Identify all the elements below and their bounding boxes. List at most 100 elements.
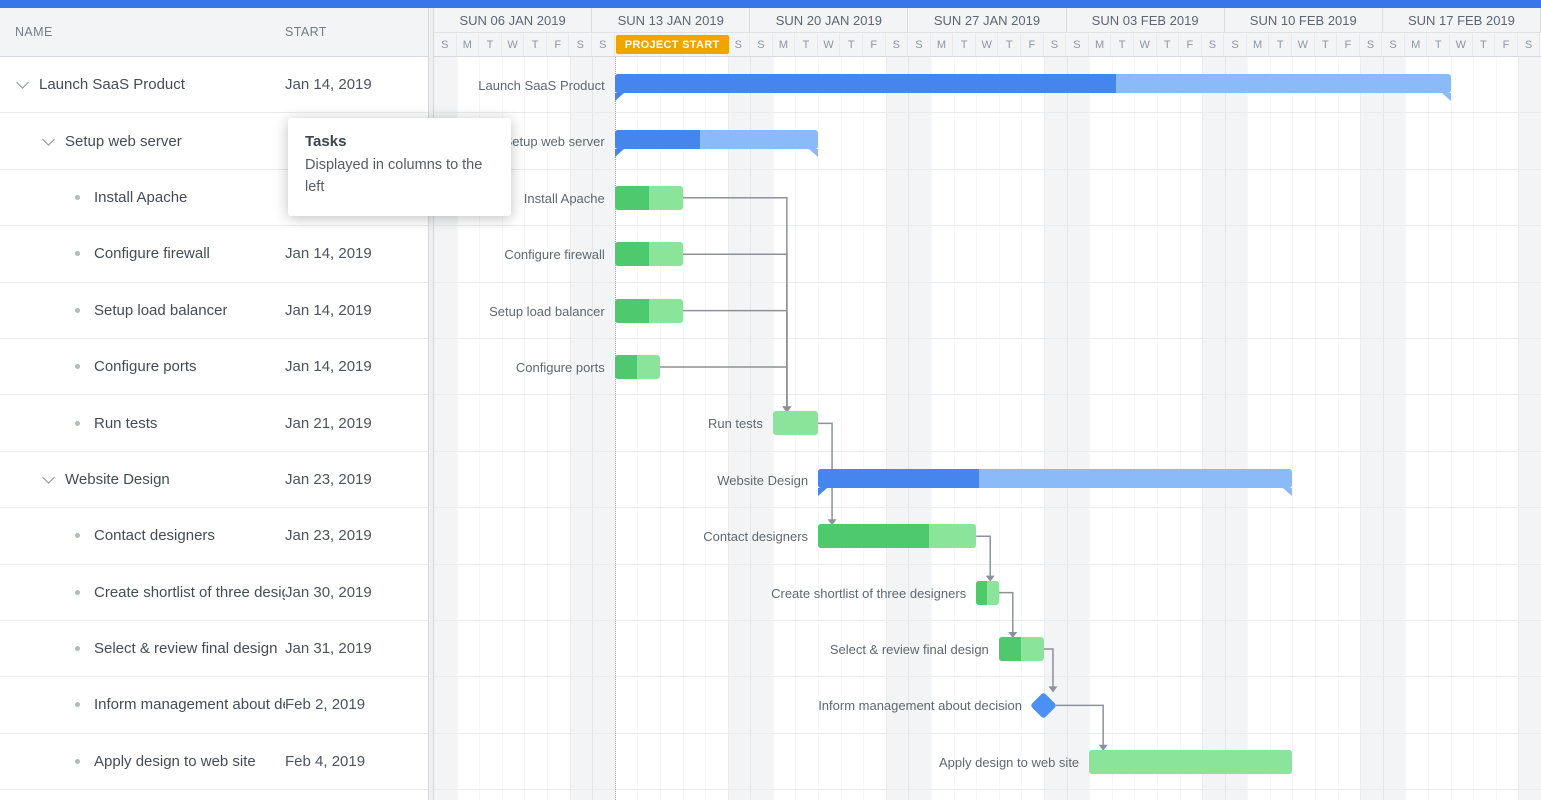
day-header-cell: M [457, 33, 480, 56]
grid-row[interactable]: Run tests Jan 21, 2019 [0, 395, 428, 452]
task-bar[interactable] [614, 185, 683, 210]
task-bar[interactable] [1089, 749, 1293, 774]
task-name: Website Design [65, 470, 170, 488]
column-header-start[interactable]: START [285, 25, 327, 39]
task-name: Contact designers [94, 527, 215, 545]
week-gridline [1382, 57, 1384, 800]
parent-bar-right-tail-icon [809, 149, 819, 158]
day-header-cell: F [1021, 33, 1044, 56]
bar-label: Setup web server [503, 134, 605, 150]
chevron-down-icon[interactable] [16, 76, 29, 90]
chevron-down-icon[interactable] [42, 471, 55, 484]
task-name-cell: Apply design to web site [0, 753, 285, 770]
task-bar[interactable] [614, 355, 660, 379]
day-header-cell: S [1382, 33, 1405, 56]
grid-row[interactable]: Apply design to web site Feb 4, 2019 [0, 733, 428, 791]
row-separator [434, 168, 1541, 170]
dependency-arrow-icon [827, 519, 837, 526]
bar-label: Launch SaaS Product [478, 78, 605, 93]
weekend-shade [592, 57, 615, 800]
week-gridline [1066, 57, 1068, 800]
task-bar[interactable] [818, 524, 977, 549]
task-start-date: Jan 14, 2019 [285, 245, 372, 263]
bullet-icon [75, 364, 80, 370]
task-progress [614, 130, 701, 150]
day-header-cell: M [1405, 33, 1428, 56]
weekend-shade [1518, 57, 1541, 800]
day-header-cell: T [1111, 33, 1134, 56]
task-bar[interactable] [614, 298, 683, 323]
parent-bar-left-tail-icon [614, 93, 624, 101]
weekend-shade [750, 57, 773, 800]
dependency-arrow-icon [985, 575, 995, 582]
weekend-shade [1043, 57, 1067, 800]
dependency-line [659, 366, 788, 408]
row-separator [434, 338, 1541, 339]
week-gridline [592, 57, 594, 800]
task-bar[interactable] [976, 580, 999, 605]
task-bar[interactable] [614, 242, 683, 267]
task-name-cell: Select & review final design [0, 640, 285, 657]
parent-bar-right-tail-icon [1283, 487, 1293, 496]
parent-task-bar[interactable] [818, 468, 1293, 496]
dependency-arrow-icon [1008, 632, 1018, 638]
task-name-cell: Run tests [0, 415, 285, 432]
weekend-shade [569, 57, 593, 800]
grid-row[interactable]: Contact designers Jan 23, 2019 [0, 508, 428, 565]
day-header-cell: S [434, 33, 457, 56]
task-name: Configure firewall [94, 245, 210, 263]
bullet-icon [75, 533, 80, 539]
dependency-line [998, 591, 1014, 633]
task-start-date: Jan 14, 2019 [285, 301, 372, 319]
dependency-line [818, 422, 833, 521]
timeline-body: Launch SaaS Product Setup web server Insta… [434, 57, 1541, 800]
grid-row[interactable]: Website Design Jan 23, 2019 [0, 451, 428, 509]
timeline-header: SUN 06 JAN 2019 SUN 13 JAN 2019 SUN 20 JAN… [434, 8, 1541, 57]
task-name-cell: Setup load balancer [0, 302, 285, 319]
task-progress [818, 524, 929, 549]
grid-row[interactable]: Configure ports Jan 14, 2019 [0, 338, 428, 396]
panel-splitter[interactable] [428, 8, 434, 800]
day-header-cell: T [1473, 33, 1496, 56]
day-header-cell: T [840, 33, 863, 56]
row-separator [434, 676, 1541, 678]
day-header-cell: M [1247, 33, 1270, 56]
bar-label: Setup load balancer [489, 303, 605, 319]
tooltip-title: Tasks [305, 133, 347, 150]
bar-label: Select & review final design [829, 642, 989, 657]
grid-row[interactable]: Launch SaaS Product Jan 14, 2019 [0, 57, 428, 114]
day-header-cell: W [818, 33, 841, 56]
bullet-icon [75, 589, 80, 595]
task-name-cell: Contact designers [0, 527, 285, 544]
bullet-icon [75, 420, 80, 426]
task-name: Install Apache [94, 188, 188, 206]
day-header-cell: S [569, 33, 593, 56]
grid-row[interactable]: Select & review final design Jan 31, 2019 [0, 620, 428, 678]
bullet-icon [75, 702, 80, 708]
task-start-date: Jan 14, 2019 [285, 358, 372, 376]
day-header-cell: W [1134, 33, 1157, 56]
task-name: Configure ports [94, 358, 197, 376]
task-bar[interactable] [772, 411, 819, 436]
parent-task-bar[interactable] [614, 74, 1451, 101]
week-gridline [908, 57, 910, 800]
dependency-line [682, 197, 788, 408]
grid-row[interactable]: Setup load balancer Jan 14, 2019 [0, 282, 428, 339]
parent-task-bar[interactable] [614, 130, 819, 158]
dependency-arrow-icon [1048, 686, 1058, 693]
task-start-date: Jan 31, 2019 [285, 640, 372, 658]
day-header-cell: T [795, 33, 818, 56]
grid-row[interactable]: Inform management about decisionFeb 2, 2… [0, 677, 428, 734]
column-header-name[interactable]: NAME [15, 25, 53, 39]
task-bar[interactable] [998, 637, 1044, 661]
day-header-cell: S [1044, 33, 1067, 56]
task-start-date: Jan 23, 2019 [285, 527, 372, 545]
day-header-cell: S [886, 33, 909, 56]
chevron-down-icon[interactable] [42, 132, 55, 146]
grid-row[interactable]: Configure firewall Jan 14, 2019 [0, 226, 428, 283]
dependency-line [682, 253, 788, 408]
day-header-cell: F [1179, 33, 1202, 56]
day-header-cell: W [1292, 33, 1315, 56]
day-header-cell: S [1224, 33, 1247, 56]
